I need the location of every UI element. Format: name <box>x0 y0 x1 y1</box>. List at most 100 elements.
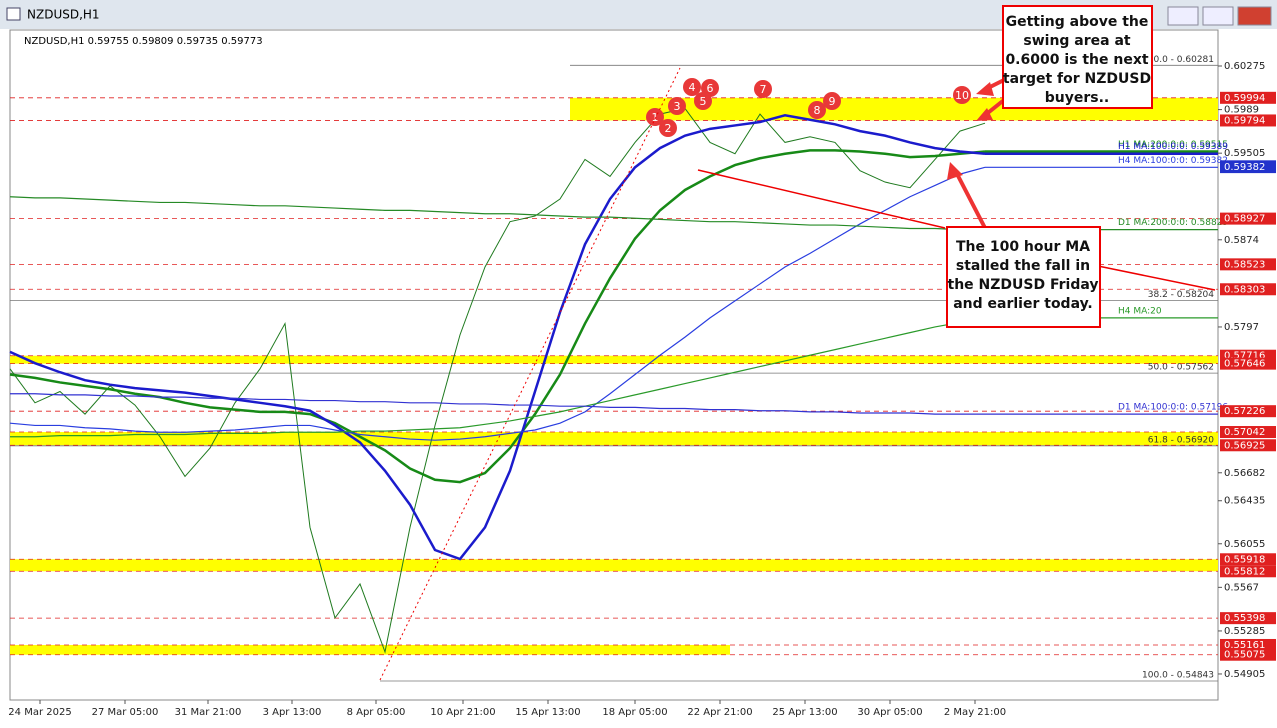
fib-diagonal <box>379 67 681 681</box>
y-tick-label: 0.56435 <box>1224 496 1265 507</box>
zone <box>10 644 730 655</box>
x-tick-label: 27 Mar 05:00 <box>92 707 159 718</box>
moving-average <box>9 196 985 231</box>
x-tick-label: 24 Mar 2025 <box>8 707 71 718</box>
fib-label: 38.2 - 0.58204 <box>1148 290 1214 300</box>
marker-label: 5 <box>700 95 707 108</box>
price-label-box <box>1220 161 1276 174</box>
x-tick-label: 15 Apr 13:00 <box>515 707 580 718</box>
price-label: 0.57716 <box>1224 351 1265 362</box>
y-tick-label: 0.5989 <box>1224 105 1259 116</box>
marker-label: 9 <box>829 95 836 108</box>
x-tick-label: 3 Apr 13:00 <box>263 707 322 718</box>
plot-frame <box>9 29 1219 701</box>
marker-label: 3 <box>674 100 681 113</box>
moving-average <box>9 149 986 484</box>
y-tick-label: 0.5797 <box>1224 322 1259 333</box>
x-tick-label: 22 Apr 21:00 <box>687 707 752 718</box>
y-tick-label: 0.56055 <box>1224 539 1265 550</box>
zone <box>10 355 1218 364</box>
ma-label: D1 MA:200:0:0: 0.58829 <box>1118 218 1228 228</box>
close-button[interactable] <box>1237 6 1272 26</box>
price-label-box <box>1220 553 1276 566</box>
price-label: 0.59794 <box>1224 115 1265 126</box>
annotation-box <box>946 226 1101 328</box>
trend-line <box>697 169 946 229</box>
marker-circle <box>808 101 826 119</box>
price-label-box <box>1220 648 1276 661</box>
x-tick-label: 30 Apr 05:00 <box>857 707 922 718</box>
marker-label: 1 <box>652 111 659 124</box>
price-label: 0.58927 <box>1224 214 1265 225</box>
price-label-box <box>1220 258 1276 271</box>
price-label-box <box>1220 91 1276 104</box>
fib-label: 61.8 - 0.56920 <box>1148 435 1214 445</box>
price-label: 0.55812 <box>1224 566 1265 577</box>
annotation-text: swing area at <box>1023 33 1131 49</box>
x-tick-label: 18 Apr 05:00 <box>602 707 667 718</box>
ma-label: D1 MA:100:0:0: 0.57196 <box>1118 403 1228 413</box>
price-label-box <box>1220 612 1276 625</box>
ma-label: H4 MA:100:0:0: 0.59382 <box>1118 156 1228 166</box>
price-label-box <box>1220 638 1276 651</box>
price-label-box <box>1220 405 1276 418</box>
maximize-button[interactable] <box>1202 6 1234 26</box>
annotation-text: target for NZDUSD <box>1003 71 1151 87</box>
annotation-text: stalled the fall in <box>956 258 1090 274</box>
marker-label: 7 <box>760 83 767 96</box>
y-tick-label: 0.59505 <box>1224 148 1265 159</box>
fib-label: 50.0 - 0.57562 <box>1148 363 1214 373</box>
price-label-box <box>1220 212 1276 225</box>
marker-circle <box>646 108 664 126</box>
fib-label: 0.0 - 0.60281 <box>1154 55 1215 65</box>
arrow-head <box>976 82 994 96</box>
ma-label: H1 MA:100:0:0: 0.59389 <box>1118 142 1228 152</box>
window-title: NZDUSD,H1 <box>27 8 100 22</box>
marker-label: 2 <box>665 122 672 135</box>
price-label: 0.55398 <box>1224 613 1265 624</box>
moving-average <box>10 393 985 415</box>
y-tick-label: 0.56682 <box>1224 468 1265 479</box>
price-label: 0.57226 <box>1224 406 1265 417</box>
price-label-box <box>1220 565 1276 578</box>
y-tick-label: 0.60275 <box>1224 61 1265 72</box>
price-label: 0.55075 <box>1224 650 1265 661</box>
minimize-button[interactable] <box>1167 6 1199 26</box>
marker-circle <box>953 86 971 104</box>
annotation-text: The 100 hour MA <box>956 239 1090 255</box>
marker-circle <box>701 79 719 97</box>
marker-circle <box>683 78 701 96</box>
annotation-text: 0.6000 is the next <box>1005 52 1148 68</box>
marker-label: 6 <box>707 82 714 95</box>
price-label-box <box>1220 357 1276 370</box>
price-label: 0.58523 <box>1224 259 1265 270</box>
arrow-head <box>947 162 963 180</box>
price-label: 0.56925 <box>1224 440 1265 451</box>
annotation-text: Getting above the <box>1006 14 1149 30</box>
marker-circle <box>754 80 772 98</box>
info-line: NZDUSD,H1 0.59755 0.59809 0.59735 0.5977… <box>24 36 263 47</box>
moving-average <box>9 113 986 561</box>
marker-circle <box>668 97 686 115</box>
arrow-head <box>976 108 993 121</box>
price-label: 0.57042 <box>1224 427 1265 438</box>
price-label-box <box>1220 283 1276 296</box>
marker-circle <box>659 119 677 137</box>
ma-label: H1 MA:200:0:0: 0.59515 <box>1118 140 1228 150</box>
ma-label: H4 MA:20 <box>1118 306 1162 316</box>
y-tick-label: 0.55285 <box>1224 626 1265 637</box>
trend-line <box>1097 265 1216 291</box>
fib-label: 100.0 - 0.54843 <box>1142 670 1214 680</box>
moving-average <box>9 166 986 441</box>
moving-average <box>10 317 986 438</box>
x-tick-label: 8 Apr 05:00 <box>347 707 406 718</box>
y-tick-label: 0.54905 <box>1224 669 1265 680</box>
price-label: 0.59994 <box>1224 93 1265 104</box>
x-tick-label: 25 Apr 13:00 <box>772 707 837 718</box>
price-label-box <box>1220 439 1276 452</box>
y-tick-label: 0.5567 <box>1224 582 1259 593</box>
price-line <box>9 107 986 654</box>
y-tick-label: 0.5874 <box>1224 235 1259 246</box>
price-label-box <box>1220 114 1276 127</box>
